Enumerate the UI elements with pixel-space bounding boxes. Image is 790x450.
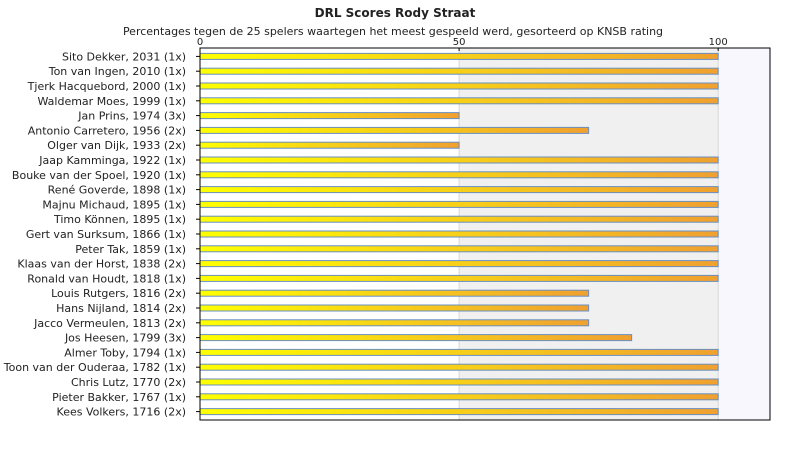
bar <box>199 319 590 327</box>
bar <box>199 200 719 208</box>
category-label: Timo Können, 1895 (1x) <box>53 213 186 226</box>
category-labels: Sito Dekker, 2031 (1x) Ton van Ingen, 201… <box>3 50 200 419</box>
category-label: Jos Heesen, 1799 (3x) <box>64 332 186 345</box>
category-label: Louis Rutgers, 1816 (2x) <box>51 287 186 300</box>
bar <box>199 126 590 134</box>
bar <box>199 334 633 342</box>
bar <box>199 363 719 371</box>
bar <box>199 67 719 75</box>
bar <box>199 378 719 386</box>
category-label: Peter Tak, 1859 (1x) <box>75 243 186 256</box>
bar-series <box>199 52 719 416</box>
category-label: Majnu Michaud, 1895 (1x) <box>42 198 186 211</box>
category-label: Klaas van der Horst, 1838 (2x) <box>17 258 186 271</box>
bar <box>199 171 719 179</box>
category-label: Antonio Carretero, 1956 (2x) <box>28 124 186 137</box>
bar <box>199 156 719 164</box>
chart-title: DRL Scores Rody Straat <box>315 6 476 20</box>
category-label: Jaap Kamminga, 1922 (1x) <box>38 154 186 167</box>
chart-subtitle: Percentages tegen de 25 spelers waartege… <box>123 25 663 38</box>
category-label: Sito Dekker, 2031 (1x) <box>62 50 186 63</box>
bar <box>199 52 719 60</box>
bar <box>199 260 719 268</box>
category-label: Hans Nijland, 1814 (2x) <box>56 302 186 315</box>
category-label: Jacco Vermeulen, 1813 (2x) <box>33 317 186 330</box>
bar <box>199 112 460 120</box>
category-label: Waldemar Moes, 1999 (1x) <box>38 95 187 108</box>
category-label: Toon van der Ouderaa, 1782 (1x) <box>3 361 186 374</box>
bar <box>199 274 719 282</box>
plot-frame <box>199 47 771 421</box>
bar <box>199 304 590 312</box>
bar <box>199 230 719 238</box>
bar <box>199 82 719 90</box>
category-label: Tjerk Hacquebord, 2000 (1x) <box>27 80 186 93</box>
category-label: Pieter Bakker, 1767 (1x) <box>52 391 186 404</box>
bar <box>199 289 590 297</box>
bar <box>199 215 719 223</box>
category-label: Chris Lutz, 1770 (2x) <box>71 376 186 389</box>
bar <box>199 408 719 416</box>
bar <box>199 186 719 194</box>
bar <box>199 141 460 149</box>
grid-band <box>718 48 770 420</box>
category-label: Ronald van Houdt, 1818 (1x) <box>27 272 186 285</box>
x-tick-label: 50 <box>453 37 466 48</box>
bar <box>199 393 719 401</box>
x-tick-label: 0 <box>197 37 203 48</box>
category-label: Kees Volkers, 1716 (2x) <box>57 406 186 419</box>
category-label: Ton van Ingen, 2010 (1x) <box>48 65 186 78</box>
category-label: René Goverde, 1898 (1x) <box>48 184 186 197</box>
category-label: Olger van Dijk, 1933 (2x) <box>47 139 186 152</box>
bar <box>199 97 719 105</box>
category-label: Jan Prins, 1974 (3x) <box>77 110 186 123</box>
category-label: Bouke van der Spoel, 1920 (1x) <box>12 169 186 182</box>
bar <box>199 348 719 356</box>
bar <box>199 245 719 253</box>
category-label: Gert van Surksum, 1866 (1x) <box>26 228 186 241</box>
category-label: Almer Toby, 1794 (1x) <box>64 346 186 359</box>
x-tick-label: 100 <box>709 37 728 48</box>
